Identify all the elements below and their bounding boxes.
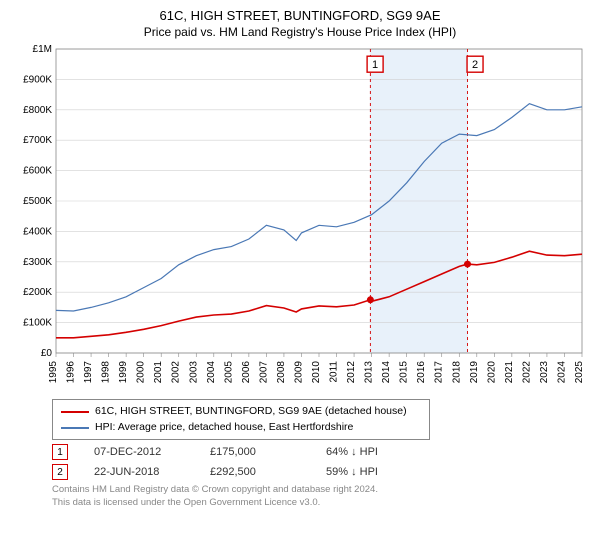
sale-price: £292,500 [210, 466, 300, 478]
legend-row: HPI: Average price, detached house, East… [61, 420, 421, 436]
svg-text:2015: 2015 [399, 360, 410, 383]
sale-diff: 64% ↓ HPI [326, 446, 416, 458]
svg-text:2016: 2016 [416, 360, 427, 383]
svg-text:2003: 2003 [188, 360, 199, 383]
svg-text:2023: 2023 [539, 360, 550, 383]
legend-row: 61C, HIGH STREET, BUNTINGFORD, SG9 9AE (… [61, 404, 421, 420]
svg-text:2024: 2024 [556, 360, 567, 383]
svg-text:£200K: £200K [23, 287, 52, 298]
svg-text:2: 2 [472, 59, 478, 71]
svg-text:2002: 2002 [171, 360, 182, 383]
svg-text:2008: 2008 [276, 360, 287, 383]
svg-text:£0: £0 [41, 348, 53, 359]
sales-table: 1 07-DEC-2012 £175,000 64% ↓ HPI 2 22-JUN-201… [52, 444, 580, 480]
sale-row: 2 22-JUN-2018 £292,500 59% ↓ HPI [52, 464, 580, 480]
sale-date: 07-DEC-2012 [94, 446, 184, 458]
svg-text:1998: 1998 [101, 360, 112, 383]
sale-row: 1 07-DEC-2012 £175,000 64% ↓ HPI [52, 444, 580, 460]
legend-label: 61C, HIGH STREET, BUNTINGFORD, SG9 9AE (… [95, 404, 407, 420]
svg-text:£500K: £500K [23, 196, 52, 207]
footer-line1: Contains HM Land Registry data © Crown c… [52, 484, 580, 496]
page-title: 61C, HIGH STREET, BUNTINGFORD, SG9 9AE [10, 8, 590, 25]
svg-text:2012: 2012 [346, 360, 357, 383]
legend-swatch [61, 411, 89, 413]
svg-text:2006: 2006 [241, 360, 252, 383]
svg-text:£1M: £1M [33, 44, 52, 55]
svg-text:2020: 2020 [486, 360, 497, 383]
svg-text:£300K: £300K [23, 257, 52, 268]
svg-text:1995: 1995 [48, 360, 59, 383]
chart-legend: 61C, HIGH STREET, BUNTINGFORD, SG9 9AE (… [52, 399, 430, 441]
sale-price: £175,000 [210, 446, 300, 458]
svg-text:2007: 2007 [258, 360, 269, 383]
footer-attribution: Contains HM Land Registry data © Crown c… [52, 484, 580, 509]
sale-date: 22-JUN-2018 [94, 466, 184, 478]
svg-text:2021: 2021 [504, 360, 515, 383]
svg-text:2013: 2013 [364, 360, 375, 383]
svg-text:1999: 1999 [118, 360, 129, 383]
svg-text:1996: 1996 [66, 360, 77, 383]
svg-text:£800K: £800K [23, 105, 52, 116]
svg-text:£400K: £400K [23, 226, 52, 237]
svg-text:£900K: £900K [23, 74, 52, 85]
page-subtitle: Price paid vs. HM Land Registry's House … [10, 25, 590, 39]
svg-text:2004: 2004 [206, 360, 217, 383]
svg-text:£700K: £700K [23, 135, 52, 146]
svg-text:2010: 2010 [311, 360, 322, 383]
legend-swatch [61, 427, 89, 429]
svg-text:£600K: £600K [23, 165, 52, 176]
svg-text:2000: 2000 [136, 360, 147, 383]
svg-text:2018: 2018 [451, 360, 462, 383]
svg-text:2011: 2011 [329, 360, 340, 382]
svg-text:2001: 2001 [153, 360, 164, 383]
svg-text:2014: 2014 [381, 360, 392, 383]
svg-text:2019: 2019 [469, 360, 480, 383]
svg-text:2017: 2017 [434, 360, 445, 383]
sale-diff: 59% ↓ HPI [326, 466, 416, 478]
svg-text:1: 1 [372, 59, 378, 71]
svg-text:1997: 1997 [83, 360, 94, 383]
svg-text:2009: 2009 [293, 360, 304, 383]
svg-text:2005: 2005 [223, 360, 234, 383]
svg-text:2022: 2022 [521, 360, 532, 383]
svg-text:£100K: £100K [23, 317, 52, 328]
svg-text:2025: 2025 [574, 360, 585, 383]
legend-label: HPI: Average price, detached house, East… [95, 420, 353, 436]
price-chart: £0 £100K £200K £300K £400K £500K £600K £700K £80… [10, 43, 590, 393]
sale-marker: 2 [52, 464, 68, 480]
footer-line2: This data is licensed under the Open Gov… [52, 497, 580, 509]
sale-marker: 1 [52, 444, 68, 460]
